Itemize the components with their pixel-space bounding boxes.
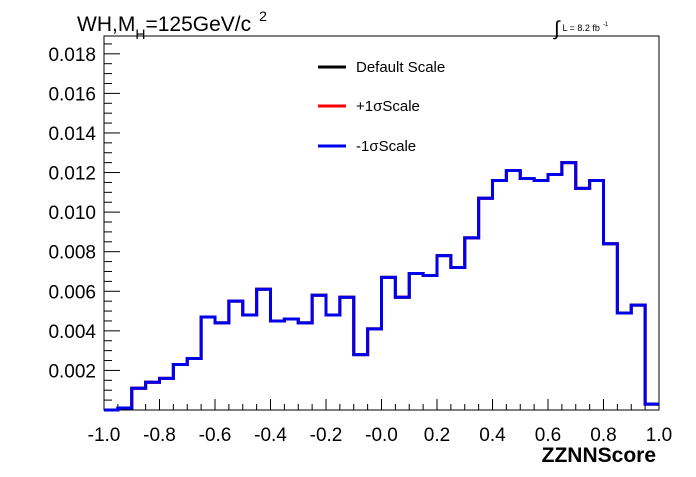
y-tick-label: 0.004 bbox=[48, 322, 96, 343]
y-tick-label: 0.014 bbox=[48, 124, 96, 145]
y-tick-label: 0.008 bbox=[48, 243, 96, 264]
legend-label-default-scale: Default Scale bbox=[356, 59, 445, 76]
x-tick-label: 0.8 bbox=[590, 425, 616, 446]
title-superscript: 2 bbox=[259, 8, 267, 24]
x-tick-label: 0.2 bbox=[424, 425, 450, 446]
series-lines bbox=[104, 161, 659, 412]
x-tick-label: -0.4 bbox=[254, 425, 287, 446]
legend: Default Scale +1σScale -1σScale bbox=[318, 59, 445, 155]
x-axis-label: ZZNNScore bbox=[542, 444, 656, 467]
series-line-2 bbox=[104, 161, 659, 412]
x-tick-label: -0.8 bbox=[143, 425, 176, 446]
y-tick-label: 0.018 bbox=[48, 45, 96, 66]
luminosity-label: ∫ L = 8.2 fb -1 bbox=[553, 18, 609, 40]
legend-label-plus-1-sigma: +1σScale bbox=[356, 98, 420, 115]
x-tick-label: -1.0 bbox=[88, 425, 121, 446]
axes: -1.0 -0.8 -0.6 -0.4 -0.2 -0.0 0.2 0.4 0.6 0.8 1.0 0… bbox=[48, 43, 672, 446]
x-tick-label: -0.2 bbox=[310, 425, 343, 446]
legend-label-minus-1-sigma: -1σScale bbox=[356, 138, 416, 155]
title-rest: =125GeV/c bbox=[145, 13, 251, 36]
luminosity-text: L = 8.2 fb bbox=[562, 23, 599, 33]
title-subscript: H bbox=[135, 26, 145, 42]
y-tick-label: 0.006 bbox=[48, 282, 96, 303]
x-tick-label: -0.0 bbox=[365, 425, 398, 446]
x-tick-label: -0.6 bbox=[199, 425, 232, 446]
y-tick-label: 0.016 bbox=[48, 84, 96, 105]
y-tick-label: 0.002 bbox=[48, 361, 96, 382]
integral-sign: ∫ bbox=[553, 18, 561, 40]
title-main: WH,M bbox=[77, 13, 135, 36]
y-tick-label: 0.010 bbox=[48, 203, 96, 224]
plot-frame bbox=[103, 35, 660, 411]
x-tick-label: 0.6 bbox=[535, 425, 561, 446]
y-tick-label: 0.012 bbox=[48, 164, 96, 185]
x-tick-label: 0.4 bbox=[479, 425, 506, 446]
x-tick-label: 1.0 bbox=[646, 425, 672, 446]
chart-title: WH,MH=125GeV/c 2 bbox=[77, 8, 267, 42]
luminosity-superscript: -1 bbox=[603, 22, 609, 28]
